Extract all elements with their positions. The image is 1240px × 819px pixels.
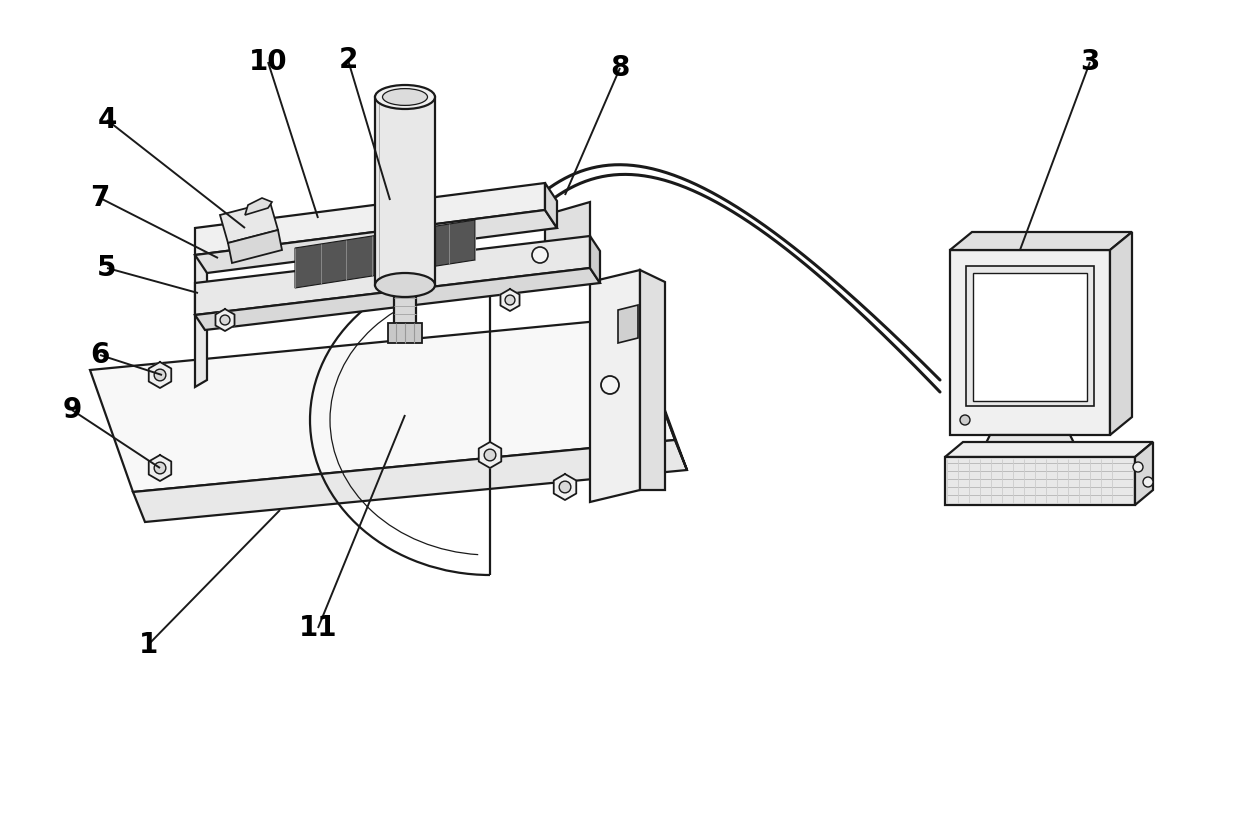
Polygon shape [590, 236, 600, 283]
Polygon shape [394, 285, 415, 340]
Text: 6: 6 [91, 341, 109, 369]
Polygon shape [195, 248, 207, 387]
Polygon shape [630, 318, 687, 470]
Polygon shape [546, 202, 590, 282]
Polygon shape [216, 309, 234, 331]
Text: 2: 2 [339, 46, 357, 74]
Polygon shape [554, 474, 577, 500]
Polygon shape [479, 442, 501, 468]
Ellipse shape [382, 88, 428, 106]
Polygon shape [149, 455, 171, 481]
Polygon shape [133, 440, 687, 522]
Text: 11: 11 [299, 614, 337, 642]
Circle shape [154, 462, 166, 474]
Text: 4: 4 [97, 106, 117, 134]
Polygon shape [219, 202, 278, 243]
Polygon shape [950, 250, 1110, 435]
Ellipse shape [374, 85, 435, 109]
Text: 1: 1 [139, 631, 157, 659]
Polygon shape [1135, 442, 1153, 505]
Polygon shape [945, 442, 1153, 457]
Circle shape [601, 376, 619, 394]
Text: 5: 5 [97, 254, 117, 282]
Polygon shape [980, 435, 1080, 455]
Circle shape [559, 481, 570, 493]
Polygon shape [966, 266, 1094, 406]
Polygon shape [950, 232, 1132, 250]
Circle shape [960, 415, 970, 425]
Polygon shape [195, 236, 590, 315]
Text: 3: 3 [1080, 48, 1100, 76]
Circle shape [505, 295, 515, 305]
Polygon shape [374, 97, 435, 285]
Polygon shape [195, 210, 557, 273]
Circle shape [219, 315, 229, 325]
Polygon shape [973, 273, 1087, 400]
Polygon shape [590, 270, 640, 502]
Text: 8: 8 [610, 54, 630, 82]
Circle shape [484, 449, 496, 461]
Text: 9: 9 [62, 396, 82, 424]
Polygon shape [1110, 232, 1132, 435]
Polygon shape [195, 268, 600, 330]
Polygon shape [91, 318, 675, 492]
Circle shape [1143, 477, 1153, 487]
Polygon shape [149, 362, 171, 388]
Circle shape [532, 247, 548, 263]
Polygon shape [228, 230, 281, 263]
Text: 10: 10 [249, 48, 288, 76]
Circle shape [154, 369, 166, 381]
Polygon shape [618, 305, 639, 343]
Circle shape [1133, 462, 1143, 472]
Ellipse shape [374, 273, 435, 297]
Polygon shape [501, 289, 520, 311]
Polygon shape [388, 323, 422, 343]
Polygon shape [295, 220, 475, 288]
Polygon shape [546, 183, 557, 228]
Polygon shape [246, 198, 272, 215]
Polygon shape [945, 457, 1135, 505]
Polygon shape [195, 183, 546, 255]
Text: 7: 7 [91, 184, 109, 212]
Polygon shape [640, 270, 665, 490]
